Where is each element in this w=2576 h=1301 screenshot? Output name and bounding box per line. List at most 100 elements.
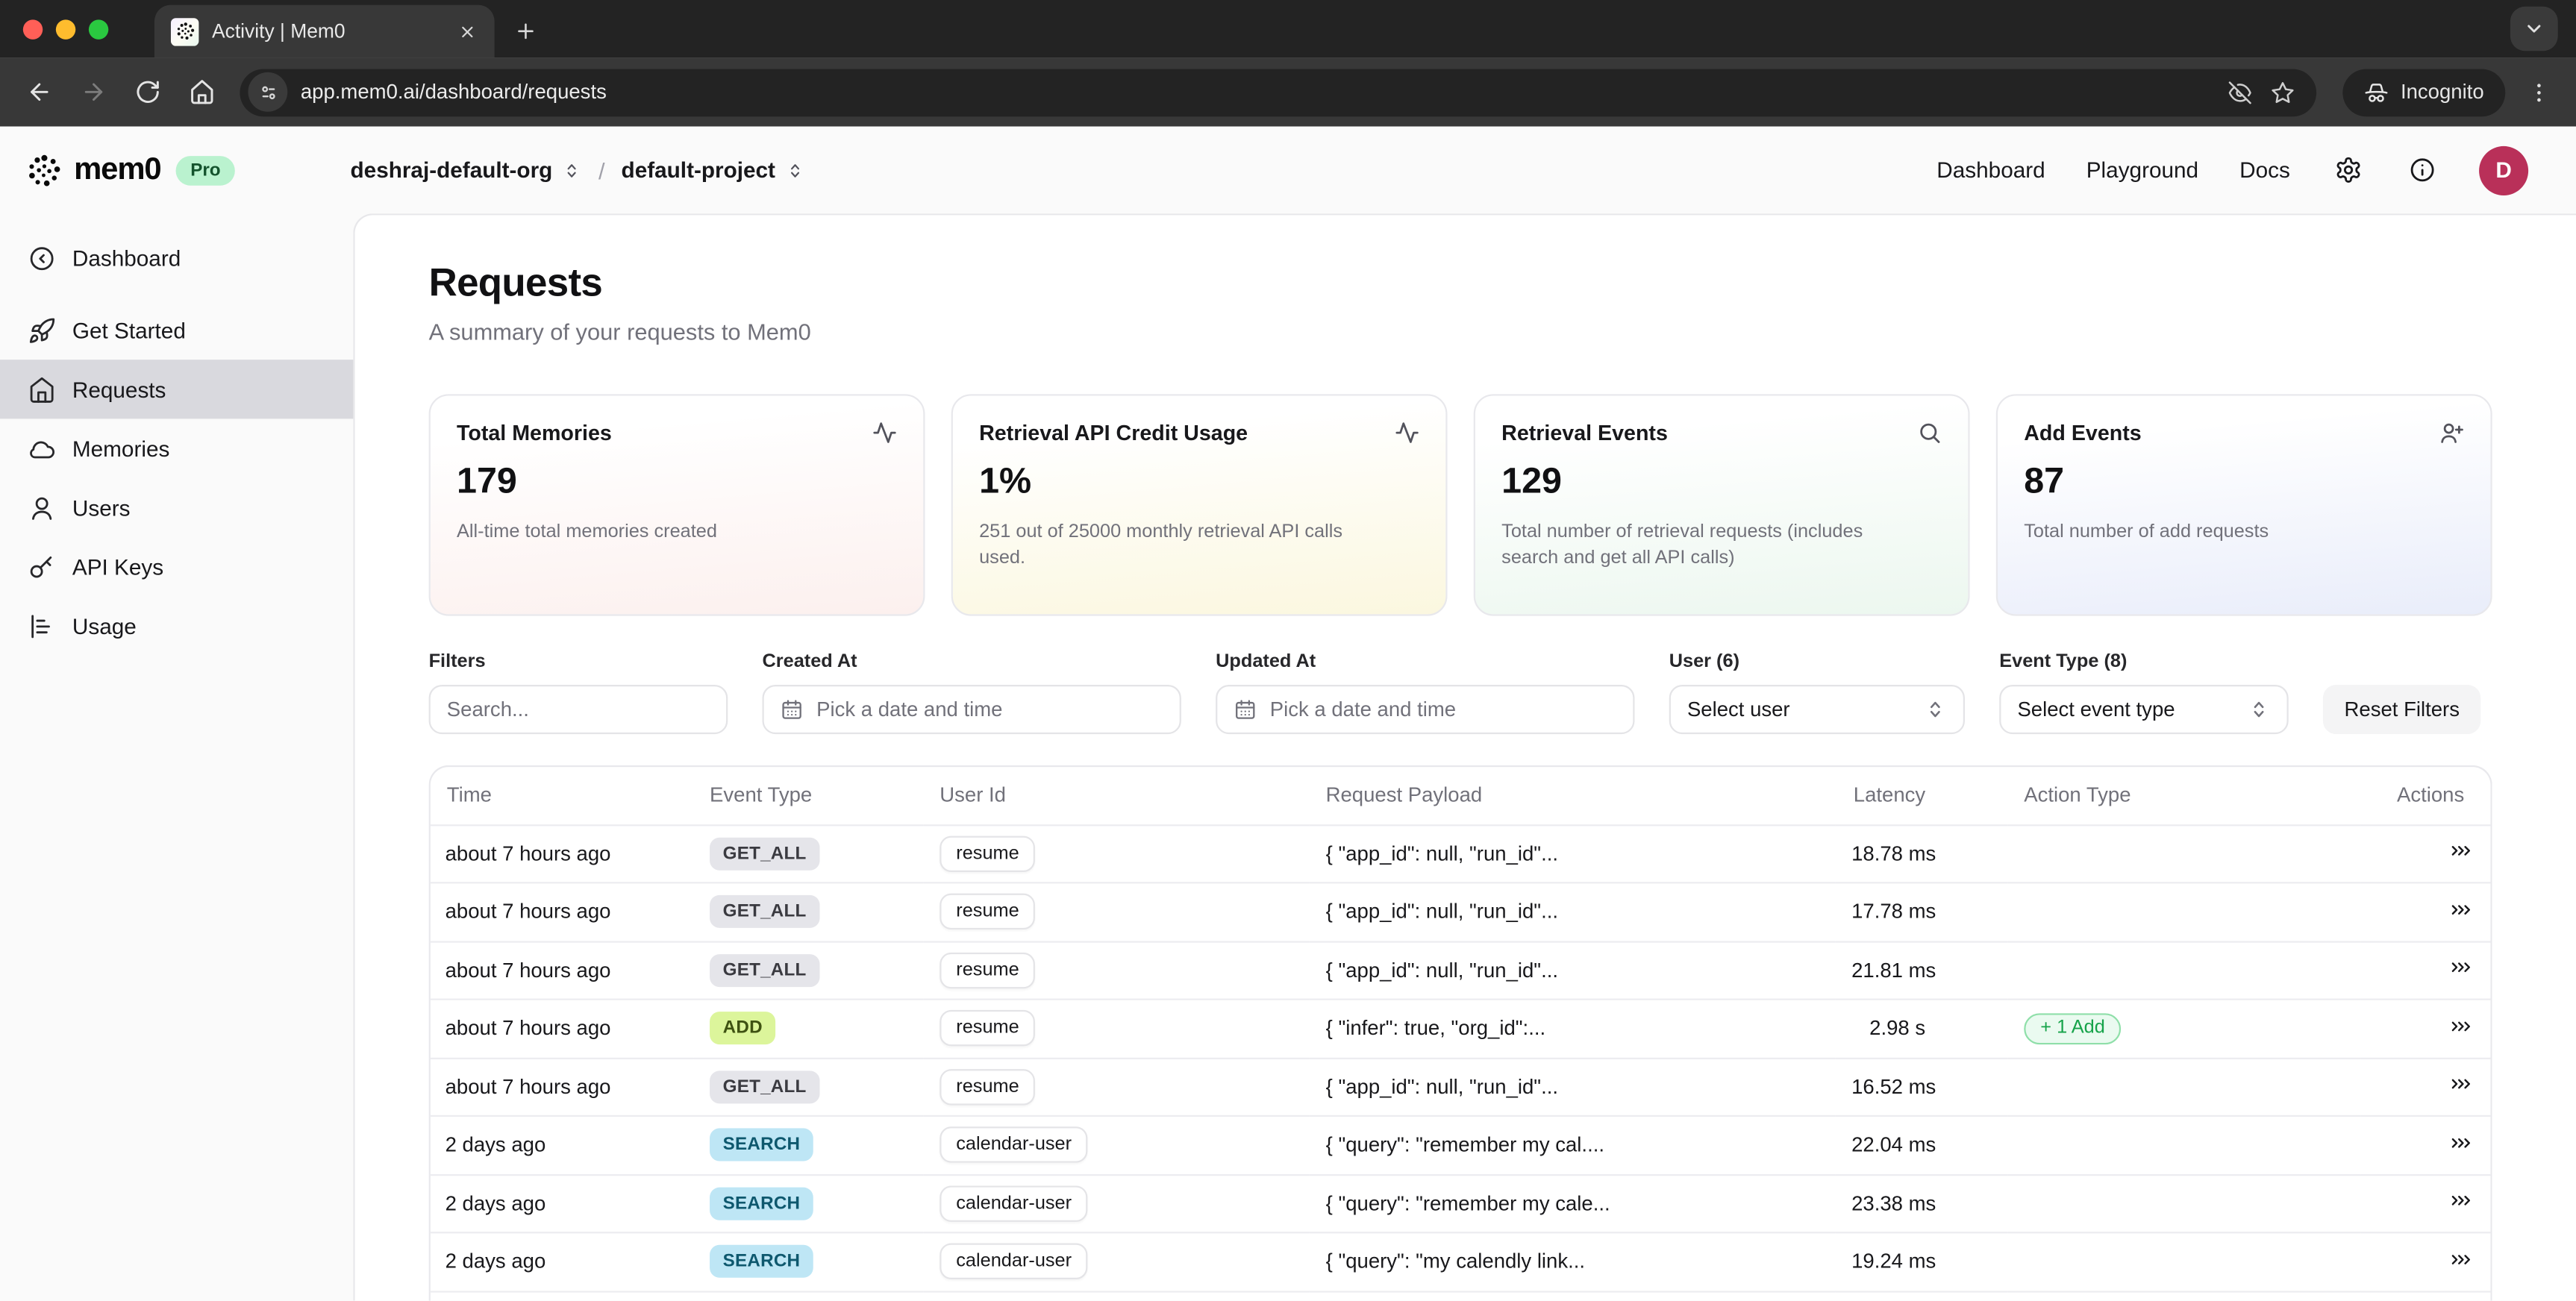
expand-row-button[interactable] — [2449, 1189, 2472, 1212]
expand-row-button[interactable] — [2449, 840, 2472, 863]
window-minimize-button[interactable] — [55, 19, 76, 39]
sidebar-item-api-keys[interactable]: API Keys — [0, 537, 353, 596]
column-header-user-id: User Id — [940, 783, 1006, 807]
latency-value: 19.24 ms — [1835, 1232, 2008, 1291]
table-row[interactable]: 2 days ago SEARCH calendar-user { "query… — [430, 1232, 2491, 1291]
stat-card-title: Retrieval API Credit Usage — [979, 420, 1248, 445]
sidebar-item-memories[interactable]: Memories — [0, 418, 353, 477]
address-bar[interactable]: app.mem0.ai/dashboard/requests — [240, 68, 2317, 116]
tab-search-button[interactable] — [2510, 6, 2558, 51]
chart-icon — [28, 612, 55, 639]
bookmark-button[interactable] — [2261, 71, 2304, 113]
created-at-picker[interactable]: Pick a date and time — [762, 685, 1181, 735]
close-icon — [457, 22, 475, 40]
column-header-request-payload: Request Payload — [1325, 783, 1483, 807]
user-avatar[interactable]: D — [2479, 145, 2529, 195]
expand-row-button[interactable] — [2449, 898, 2472, 921]
stat-card-title: Retrieval Events — [1501, 420, 1668, 445]
reset-filters-button[interactable]: Reset Filters — [2322, 685, 2481, 735]
tab-close-button[interactable] — [451, 16, 481, 46]
breadcrumb-separator: / — [598, 157, 605, 184]
info-button[interactable] — [2405, 154, 2438, 186]
reload-button[interactable] — [122, 66, 172, 117]
tab-title: Activity | Mem0 — [211, 19, 346, 43]
filter-updated-at-field: Updated At Pick a date and time — [1216, 652, 1635, 735]
dots-vertical-icon — [2526, 80, 2551, 104]
incognito-label: Incognito — [2400, 80, 2484, 104]
cloud-icon — [28, 434, 55, 462]
window-close-button[interactable] — [22, 19, 43, 39]
request-payload: { "app_id": null, "run_id"... — [1309, 824, 1836, 883]
search-input[interactable] — [446, 697, 710, 721]
table-row[interactable]: about 7 hours ago GET_ALL resume { "app_… — [430, 940, 2491, 1000]
select-value: Select user — [1686, 697, 1790, 721]
expand-row-button[interactable] — [2449, 1073, 2472, 1096]
latency-value: 23.38 ms — [1835, 1173, 2008, 1233]
nav-link-playground[interactable]: Playground — [2086, 157, 2199, 183]
table-row[interactable]: about 7 hours ago GET_ALL resume { "app_… — [430, 1056, 2491, 1116]
sidebar-item-label: Requests — [72, 377, 166, 402]
sidebar-item-usage[interactable]: Usage — [0, 596, 353, 655]
back-button[interactable] — [13, 66, 64, 117]
sidebar-item-label: Dashboard — [72, 245, 181, 271]
password-hide-button[interactable] — [2219, 71, 2261, 113]
expand-row-button[interactable] — [2449, 1131, 2472, 1154]
circle-arrow-left-icon — [28, 244, 55, 272]
nav-link-dashboard[interactable]: Dashboard — [1936, 157, 2045, 183]
user-id-badge: resume — [940, 1010, 1036, 1047]
sidebar-item-dashboard[interactable]: Dashboard — [0, 228, 353, 287]
window-zoom-button[interactable] — [88, 19, 109, 39]
sidebar-item-requests[interactable]: Requests — [0, 360, 354, 419]
header-nav: D Dashboard Playground Docs — [1936, 145, 2529, 195]
table-row-partial — [430, 1290, 2491, 1301]
nav-link-docs[interactable]: Docs — [2239, 157, 2290, 183]
filter-label: Filters — [428, 651, 486, 672]
site-settings-button[interactable] — [248, 72, 288, 112]
url-text[interactable]: app.mem0.ai/dashboard/requests — [300, 80, 607, 104]
page-subtitle: A summary of your requests to Mem0 — [428, 319, 811, 345]
settings-button[interactable] — [2331, 154, 2364, 186]
table-row[interactable]: about 7 hours ago GET_ALL resume { "app_… — [430, 824, 2491, 883]
plan-badge: Pro — [175, 155, 236, 185]
activity-icon — [1395, 421, 1419, 445]
new-tab-button[interactable] — [504, 10, 547, 52]
table-row[interactable]: 2 days ago SEARCH calendar-user { "query… — [430, 1173, 2491, 1233]
key-icon — [28, 553, 55, 580]
user-id-badge: resume — [940, 1068, 1036, 1106]
browser-tab[interactable]: Activity | Mem0 — [154, 4, 495, 58]
date-placeholder: Pick a date and time — [816, 697, 1003, 721]
expand-row-button[interactable] — [2449, 1015, 2472, 1038]
updated-at-picker[interactable]: Pick a date and time — [1216, 685, 1635, 735]
request-time: about 7 hours ago — [430, 998, 694, 1058]
filter-user-field: User (6) Select user — [1669, 652, 1965, 735]
event-type-select[interactable]: Select event type — [1999, 685, 2289, 735]
table-header-row: Time Event Type User Id Request Payload Late… — [431, 767, 2491, 824]
latency-value: 22.04 ms — [1835, 1115, 2008, 1175]
expand-row-button[interactable] — [2449, 1248, 2472, 1271]
info-icon — [2407, 156, 2435, 184]
calendar-icon — [781, 698, 804, 721]
sidebar-item-get-started[interactable]: Get Started — [0, 301, 353, 360]
sidebar-item-users[interactable]: Users — [0, 478, 353, 537]
activity-icon — [872, 421, 897, 445]
logo-text: mem0 — [74, 151, 162, 186]
browser-menu-button[interactable] — [2515, 69, 2561, 115]
gear-icon — [2333, 156, 2361, 184]
table-row[interactable]: about 7 hours ago ADD resume { "infer": … — [430, 998, 2491, 1058]
page-title: Requests — [428, 261, 603, 306]
table-row[interactable]: 2 days ago SEARCH calendar-user { "query… — [430, 1115, 2491, 1175]
expand-row-button[interactable] — [2449, 956, 2472, 979]
org-switcher[interactable]: deshraj-default-org — [351, 157, 582, 182]
latency-value: 17.78 ms — [1835, 882, 2008, 941]
table-row[interactable]: about 7 hours ago GET_ALL resume { "app_… — [430, 882, 2491, 941]
window-controls — [0, 0, 131, 57]
app-header: mem0 Pro deshraj-default-org / default-p… — [0, 126, 2576, 214]
user-id-badge: calendar-user — [940, 1126, 1089, 1164]
home-button[interactable] — [176, 66, 227, 117]
user-select[interactable]: Select user — [1669, 685, 1965, 735]
request-time: 2 days ago — [430, 1115, 694, 1175]
requests-table: Time Event Type User Id Request Payload Late… — [428, 765, 2492, 1301]
logo[interactable]: mem0 Pro — [26, 151, 236, 188]
project-switcher[interactable]: default-project — [622, 157, 805, 182]
forward-button[interactable] — [67, 66, 118, 117]
